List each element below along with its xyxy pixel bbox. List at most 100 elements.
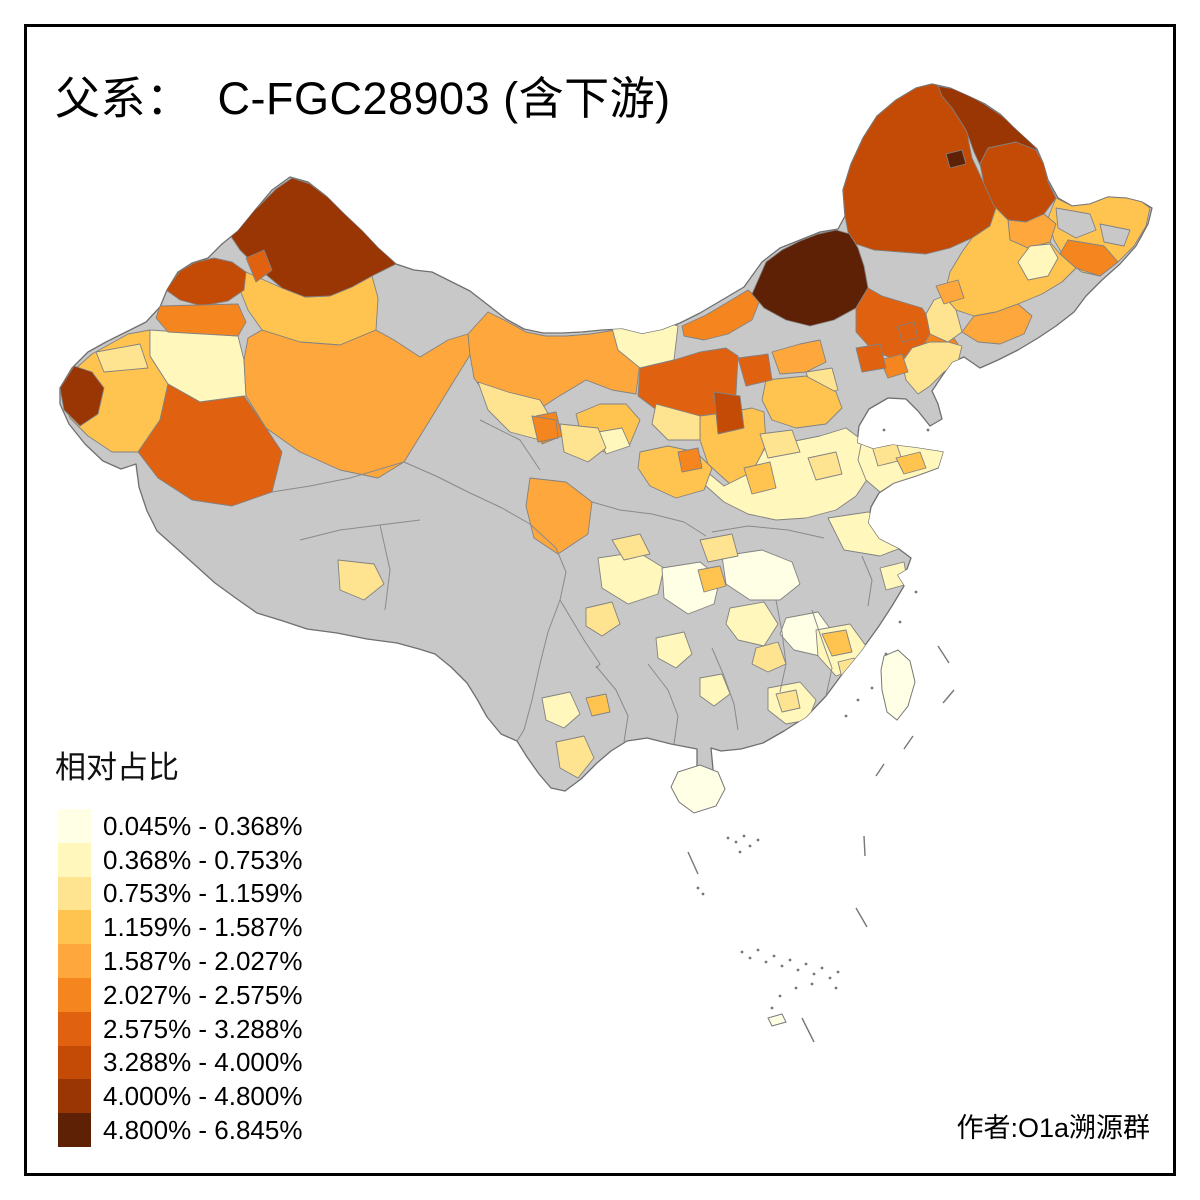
- legend-swatch: [58, 910, 91, 945]
- map-region: [807, 451, 843, 481]
- map-region: [775, 689, 801, 713]
- map-region: [337, 559, 385, 601]
- map-region: [925, 295, 963, 343]
- legend-row: 2.027% - 2.575%: [58, 977, 303, 1012]
- map-region: [761, 375, 843, 429]
- hainan-island: [670, 764, 726, 814]
- province-boundary: [479, 419, 541, 471]
- legend-row: 3.288% - 4.000%: [58, 1045, 303, 1080]
- province-boundary: [811, 609, 833, 697]
- legend-swatch: [58, 809, 91, 843]
- map-region: [155, 303, 247, 337]
- legend-title: 相对占比: [55, 750, 179, 785]
- map-region: [713, 391, 745, 435]
- province-boundary: [403, 461, 567, 601]
- map-region: [751, 229, 869, 327]
- map-region: [137, 383, 283, 507]
- legend-row: 0.045% - 0.368%: [58, 809, 302, 843]
- map-region: [751, 641, 787, 673]
- province-boundary: [271, 461, 405, 493]
- map-region: [559, 423, 607, 463]
- map-region: [655, 631, 693, 669]
- legend-label: 2.575% - 3.288%: [103, 1013, 303, 1044]
- map-region: [1099, 223, 1131, 247]
- map-region: [699, 673, 731, 707]
- map-title: 父系： C-FGC28903 (含下游): [55, 73, 671, 124]
- map-region: [243, 329, 471, 479]
- legend-row: 2.575% - 3.288%: [58, 1011, 303, 1046]
- author-credit: 作者:O1a溯源群: [956, 1113, 1150, 1143]
- province-boundary: [595, 665, 629, 743]
- island-dots: [696, 428, 930, 1010]
- map-region: [165, 257, 247, 307]
- legend-row: 1.159% - 1.587%: [58, 910, 303, 945]
- islands: [670, 428, 955, 1043]
- island-chain: [942, 689, 955, 704]
- legend-label: 4.800% - 6.845%: [103, 1115, 303, 1146]
- map-region: [651, 403, 701, 441]
- legend-swatch: [58, 1113, 91, 1147]
- legend-swatch: [58, 842, 91, 877]
- map-region: [697, 565, 727, 593]
- legend: 相对占比 0.045% - 0.368% 0.368% - 0.753% 0.753…: [55, 742, 302, 1147]
- province-boundary: [711, 525, 825, 539]
- taiwan-island: [880, 649, 916, 721]
- island-chain: [687, 851, 699, 875]
- province-boundary: [591, 501, 707, 537]
- plot-frame: [24, 24, 1176, 1176]
- legend-label: 2.027% - 2.575%: [103, 979, 303, 1010]
- legend-row: 4.800% - 6.845%: [58, 1113, 302, 1147]
- map-region: [771, 339, 827, 375]
- legend-label: 0.368% - 0.753%: [103, 844, 303, 875]
- legend-label: 1.159% - 1.587%: [103, 912, 303, 943]
- province-boundary: [299, 519, 421, 541]
- map-region: [837, 657, 859, 679]
- map-region: [681, 289, 761, 341]
- map-region: [245, 249, 273, 283]
- island-chain: [903, 735, 914, 750]
- legend-label: 3.288% - 4.000%: [103, 1047, 303, 1078]
- legend-row: 0.753% - 1.159%: [58, 876, 303, 911]
- map-region: [897, 321, 919, 343]
- map-region: [95, 343, 149, 373]
- province-boundary: [861, 555, 873, 607]
- legend-rows: 0.045% - 0.368% 0.368% - 0.753% 0.753% - 1…: [58, 809, 302, 1147]
- map-region: [855, 343, 887, 373]
- legend-swatch: [58, 977, 91, 1012]
- map-region: [1017, 243, 1059, 281]
- legend-label: 0.045% - 0.368%: [103, 810, 303, 841]
- map-region: [531, 415, 559, 443]
- map-region: [637, 347, 739, 417]
- map-region: [961, 303, 1033, 345]
- map-region: [901, 341, 963, 395]
- map-region: [585, 693, 611, 717]
- legend-swatch: [58, 944, 91, 978]
- province-boundary: [647, 663, 679, 745]
- island-chain: [863, 835, 866, 857]
- province-boundary: [711, 647, 739, 731]
- legend-row: 1.587% - 2.027%: [58, 944, 302, 978]
- map-region: [945, 149, 967, 169]
- prefecture-regions: [60, 84, 1151, 779]
- legend-row: 0.368% - 0.753%: [58, 842, 303, 877]
- map-region: [541, 691, 581, 729]
- map-region: [611, 533, 651, 561]
- map-region: [677, 447, 703, 473]
- small-islet: [767, 1013, 787, 1027]
- map-region: [842, 84, 997, 255]
- map-region: [879, 353, 909, 379]
- legend-label: 0.753% - 1.159%: [103, 878, 303, 909]
- island-chain: [855, 907, 868, 928]
- legend-swatch: [58, 876, 91, 911]
- map-region: [555, 735, 595, 779]
- province-boundary: [775, 599, 787, 693]
- map-region: [821, 629, 853, 657]
- legend-swatch: [58, 1045, 91, 1080]
- map-region: [1055, 207, 1097, 239]
- legend-swatch: [58, 1079, 91, 1114]
- map-region: [737, 353, 773, 387]
- legend-swatch: [58, 1011, 91, 1046]
- island-chain: [875, 763, 885, 777]
- province-boundary: [559, 599, 601, 669]
